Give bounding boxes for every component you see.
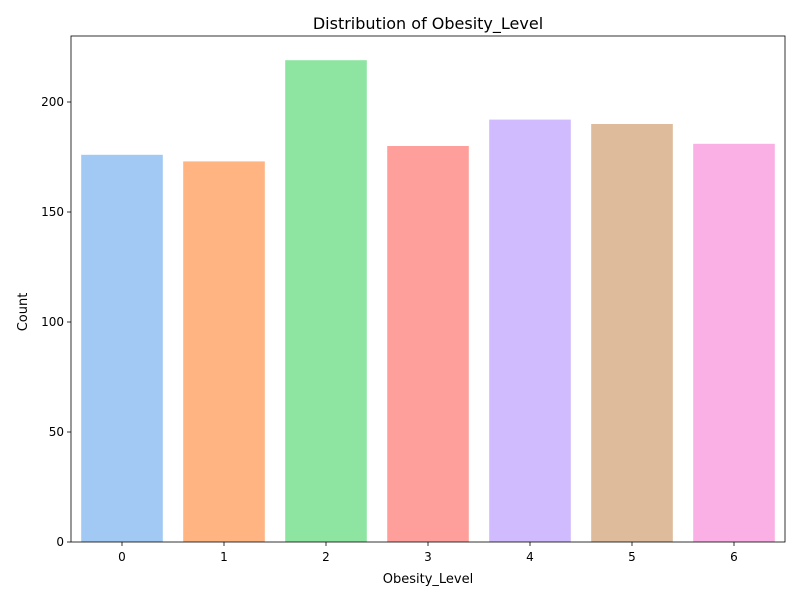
y-tick-label: 150 — [41, 205, 64, 219]
y-axis-title: Count — [16, 293, 31, 332]
y-axis: 0 50 100 150 200 — [41, 95, 71, 549]
bar-0 — [81, 154, 163, 543]
x-axis-title: Obesity_Level — [383, 572, 473, 587]
y-tick-label: 200 — [41, 95, 64, 109]
chart-title: Distribution of Obesity_Level — [313, 14, 543, 34]
x-tick-label: 0 — [118, 550, 126, 564]
x-tick-label: 5 — [628, 550, 636, 564]
x-tick-label: 6 — [730, 550, 738, 564]
plot-frame — [70, 35, 786, 543]
x-tick-label: 2 — [322, 550, 330, 564]
y-tick-label: 100 — [41, 315, 64, 329]
bar-1 — [183, 161, 265, 542]
y-tick-label: 50 — [49, 425, 64, 439]
x-tick-label: 4 — [526, 550, 534, 564]
x-axis: 0 1 2 3 4 5 6 — [118, 542, 738, 564]
bar-5 — [591, 124, 673, 542]
bar-4 — [489, 119, 571, 542]
bar-2 — [285, 60, 367, 542]
x-tick-label: 3 — [424, 550, 432, 564]
bar-3 — [387, 146, 469, 542]
y-tick-label: 0 — [56, 535, 64, 549]
bar-6 — [693, 143, 775, 543]
bars-group — [81, 60, 775, 543]
x-tick-label: 1 — [220, 550, 228, 564]
